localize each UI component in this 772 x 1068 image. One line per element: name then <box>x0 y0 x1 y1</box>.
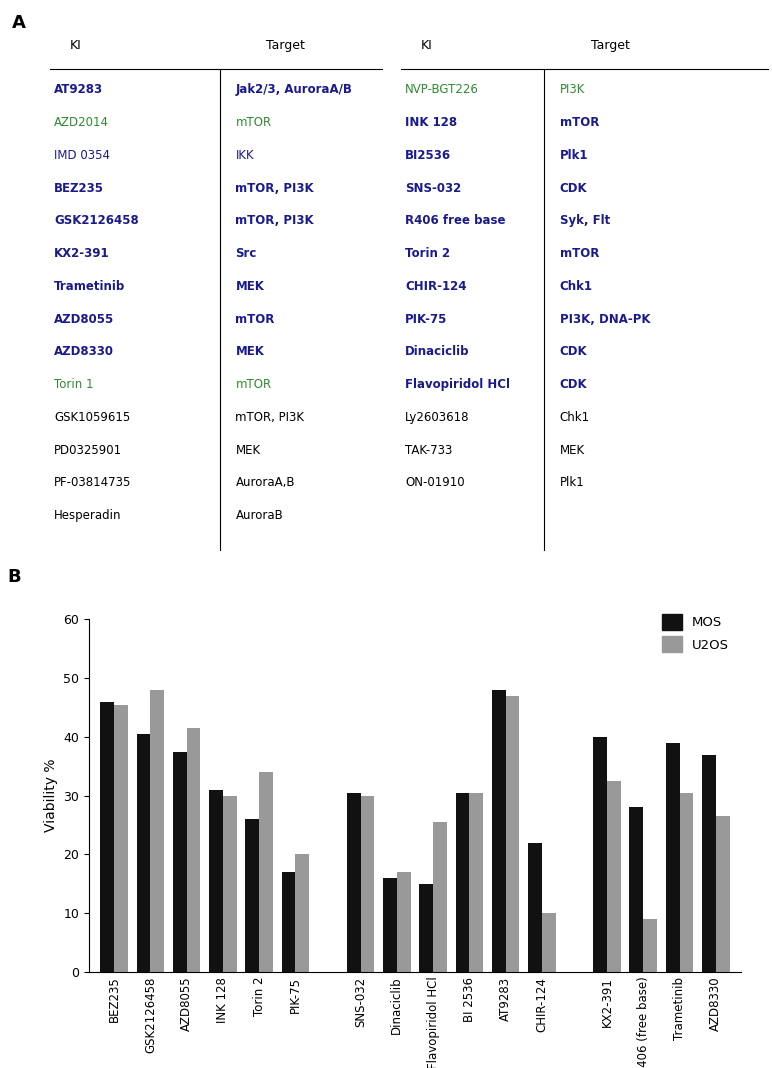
Bar <box>607 781 621 972</box>
Text: CDK: CDK <box>560 182 587 194</box>
Text: CHIR-124: CHIR-124 <box>405 280 467 293</box>
Text: Hesperadin: Hesperadin <box>54 509 121 522</box>
Text: ON-01910: ON-01910 <box>405 476 465 489</box>
Text: Ly2603618: Ly2603618 <box>405 411 470 424</box>
Bar <box>679 792 693 972</box>
Bar <box>114 705 128 972</box>
Text: B: B <box>7 568 21 586</box>
Text: PI3K, DNA-PK: PI3K, DNA-PK <box>560 313 650 326</box>
Bar <box>296 854 309 972</box>
Bar <box>209 790 223 972</box>
Bar <box>455 792 469 972</box>
Text: AuroraB: AuroraB <box>235 509 283 522</box>
Text: PF-03814735: PF-03814735 <box>54 476 131 489</box>
Bar <box>702 754 716 972</box>
Text: AZD2014: AZD2014 <box>54 116 109 129</box>
Text: Flavopiridol HCl: Flavopiridol HCl <box>405 378 510 391</box>
Bar <box>492 690 506 972</box>
Bar <box>100 702 114 972</box>
Text: PI3K: PI3K <box>560 83 585 96</box>
Text: KX2-391: KX2-391 <box>54 247 110 261</box>
Text: AZD8055: AZD8055 <box>54 313 114 326</box>
Text: NVP-BGT226: NVP-BGT226 <box>405 83 479 96</box>
Bar <box>542 913 556 972</box>
Text: Chk1: Chk1 <box>560 280 593 293</box>
Text: Jak2/3, AuroraA/B: Jak2/3, AuroraA/B <box>235 83 352 96</box>
Text: Chk1: Chk1 <box>560 411 590 424</box>
Text: Trametinib: Trametinib <box>54 280 125 293</box>
Bar <box>347 792 361 972</box>
Bar <box>223 796 237 972</box>
Text: mTOR: mTOR <box>235 116 272 129</box>
Bar <box>173 752 187 972</box>
Text: MEK: MEK <box>235 280 264 293</box>
Text: mTOR: mTOR <box>235 313 275 326</box>
Bar <box>282 871 296 972</box>
Text: SNS-032: SNS-032 <box>405 182 462 194</box>
Text: AuroraA,B: AuroraA,B <box>235 476 295 489</box>
Text: INK 128: INK 128 <box>405 116 458 129</box>
Text: Torin 1: Torin 1 <box>54 378 93 391</box>
Bar <box>593 737 607 972</box>
Bar <box>419 884 433 972</box>
Text: IMD 0354: IMD 0354 <box>54 148 110 162</box>
Text: GSK1059615: GSK1059615 <box>54 411 130 424</box>
Text: TAK-733: TAK-733 <box>405 443 452 457</box>
Text: mTOR: mTOR <box>235 378 272 391</box>
Text: mTOR, PI3K: mTOR, PI3K <box>235 182 314 194</box>
Bar <box>383 878 397 972</box>
Bar <box>361 796 374 972</box>
Text: IKK: IKK <box>235 148 254 162</box>
Bar <box>137 734 151 972</box>
Text: Plk1: Plk1 <box>560 476 584 489</box>
Text: Target: Target <box>591 38 629 52</box>
Text: mTOR, PI3K: mTOR, PI3K <box>235 215 314 227</box>
Text: mTOR: mTOR <box>560 116 599 129</box>
Text: Torin 2: Torin 2 <box>405 247 450 261</box>
Text: MEK: MEK <box>235 443 261 457</box>
Bar <box>151 690 164 972</box>
Text: KI: KI <box>421 38 432 52</box>
Text: CDK: CDK <box>560 345 587 359</box>
Text: Dinaciclib: Dinaciclib <box>405 345 470 359</box>
Text: KI: KI <box>69 38 81 52</box>
Bar <box>665 743 679 972</box>
Bar <box>397 871 411 972</box>
Bar <box>259 772 273 972</box>
Text: MEK: MEK <box>560 443 585 457</box>
Bar <box>469 792 483 972</box>
Legend: MOS, U2OS: MOS, U2OS <box>657 609 734 658</box>
Bar <box>187 728 201 972</box>
Text: Src: Src <box>235 247 257 261</box>
Bar <box>506 696 520 972</box>
Text: PIK-75: PIK-75 <box>405 313 448 326</box>
Text: CDK: CDK <box>560 378 587 391</box>
Text: Syk, Flt: Syk, Flt <box>560 215 610 227</box>
Text: Target: Target <box>266 38 305 52</box>
Text: GSK2126458: GSK2126458 <box>54 215 139 227</box>
Bar <box>528 843 542 972</box>
Text: BI2536: BI2536 <box>405 148 452 162</box>
Text: A: A <box>12 14 25 32</box>
Bar <box>716 816 730 972</box>
Bar <box>643 918 657 972</box>
Text: R406 free base: R406 free base <box>405 215 506 227</box>
Text: PD0325901: PD0325901 <box>54 443 122 457</box>
Text: Plk1: Plk1 <box>560 148 588 162</box>
Y-axis label: Viability %: Viability % <box>43 759 57 832</box>
Text: mTOR: mTOR <box>560 247 599 261</box>
Text: AT9283: AT9283 <box>54 83 103 96</box>
Text: AZD8330: AZD8330 <box>54 345 114 359</box>
Text: BEZ235: BEZ235 <box>54 182 104 194</box>
Text: MEK: MEK <box>235 345 264 359</box>
Bar <box>629 807 643 972</box>
Text: mTOR, PI3K: mTOR, PI3K <box>235 411 304 424</box>
Bar <box>433 822 447 972</box>
Bar <box>245 819 259 972</box>
